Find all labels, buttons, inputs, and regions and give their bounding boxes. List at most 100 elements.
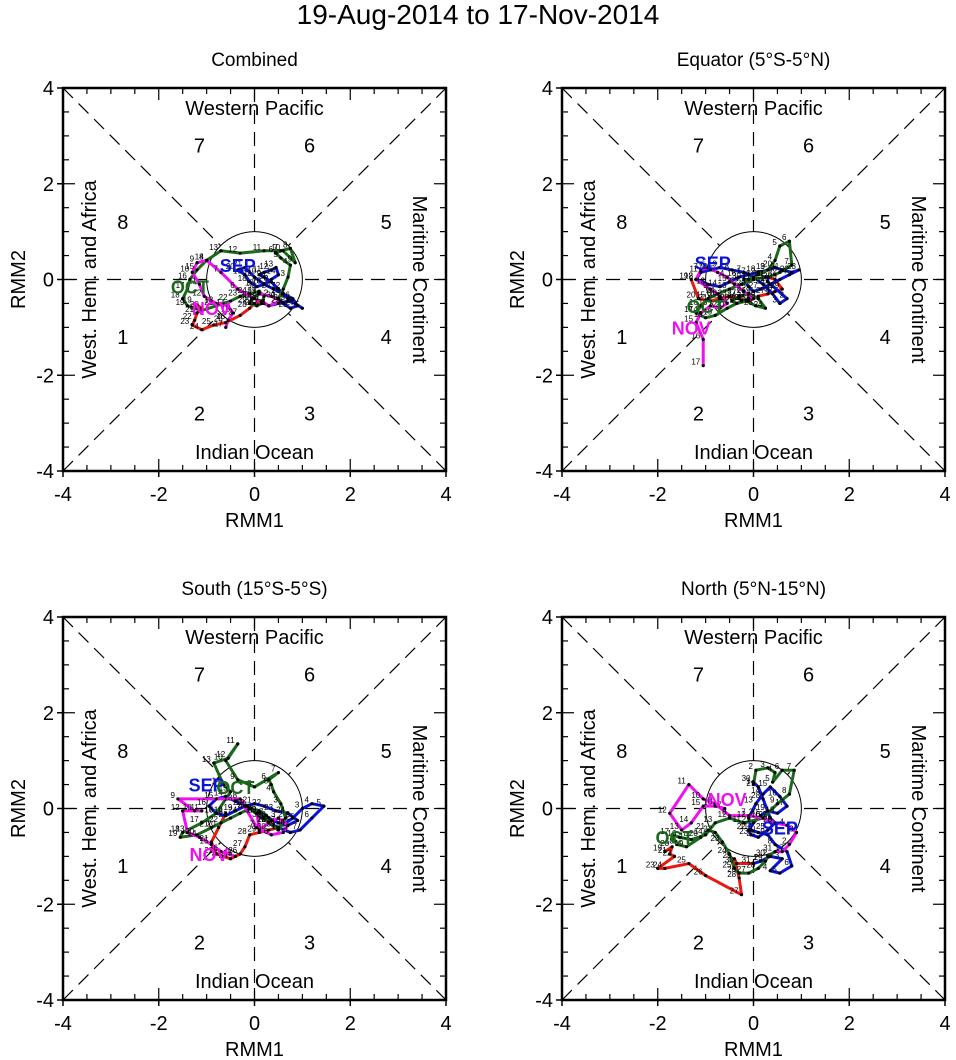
day-point bbox=[747, 814, 751, 818]
day-point bbox=[279, 299, 283, 303]
day-label: 26 bbox=[727, 865, 736, 874]
day-label: 14 bbox=[211, 777, 220, 786]
day-label: 15 bbox=[718, 274, 727, 283]
day-label: 29 bbox=[257, 815, 266, 824]
day-label: 1 bbox=[271, 820, 276, 829]
day-label: 12 bbox=[684, 272, 693, 281]
x-tick-label: 4 bbox=[939, 1013, 950, 1035]
day-point bbox=[228, 857, 233, 861]
panel-title: North (5°N-15°N) bbox=[681, 579, 826, 600]
day-point bbox=[787, 239, 792, 243]
day-point bbox=[727, 280, 732, 284]
x-tick-label: -2 bbox=[649, 484, 667, 506]
phase-number-6: 6 bbox=[803, 135, 814, 157]
day-point bbox=[773, 265, 777, 270]
day-point bbox=[747, 285, 751, 289]
day-label: 10 bbox=[754, 269, 763, 278]
day-point bbox=[219, 821, 223, 825]
day-point bbox=[720, 840, 724, 844]
day-point bbox=[727, 294, 732, 298]
phase-number-3: 3 bbox=[803, 404, 814, 426]
day-label: 16 bbox=[768, 789, 777, 798]
day-label: 15 bbox=[200, 836, 209, 845]
day-point bbox=[262, 816, 266, 820]
day-point bbox=[293, 301, 297, 306]
day-point bbox=[766, 275, 770, 279]
day-point bbox=[766, 809, 770, 813]
day-point bbox=[197, 282, 202, 286]
day-point bbox=[727, 814, 732, 818]
day-label: 10 bbox=[247, 267, 256, 276]
day-label: 1 bbox=[252, 286, 257, 295]
y-tick-label: -2 bbox=[36, 365, 54, 387]
day-label: 5 bbox=[765, 774, 770, 783]
day-point bbox=[744, 299, 748, 303]
day-point bbox=[181, 830, 185, 835]
day-point bbox=[778, 277, 782, 282]
day-point bbox=[257, 830, 261, 835]
day-label: 9 bbox=[190, 255, 195, 264]
day-label: 17 bbox=[775, 798, 784, 807]
y-tick-label: -2 bbox=[535, 894, 553, 916]
day-point bbox=[794, 830, 799, 835]
day-label: 29 bbox=[725, 295, 734, 304]
day-label: 16 bbox=[197, 798, 206, 807]
day-point bbox=[295, 818, 300, 823]
day-point bbox=[751, 297, 756, 301]
day-label: 30 bbox=[725, 856, 734, 865]
day-label: 21 bbox=[699, 293, 708, 302]
day-point bbox=[300, 306, 304, 310]
day-point bbox=[747, 828, 751, 832]
day-label: 25 bbox=[722, 860, 731, 869]
day-label: 22 bbox=[737, 822, 746, 831]
day-label: 26 bbox=[276, 817, 285, 826]
day-label: 15 bbox=[758, 779, 767, 788]
day-point bbox=[766, 833, 770, 837]
day-label: 5 bbox=[276, 824, 281, 833]
day-label: 17 bbox=[660, 827, 669, 836]
day-label: 28 bbox=[238, 300, 247, 309]
day-label: 14 bbox=[188, 829, 197, 838]
day-point bbox=[200, 821, 204, 825]
day-point bbox=[248, 292, 252, 296]
day-point bbox=[248, 833, 252, 837]
day-label: 12 bbox=[228, 245, 237, 254]
x-axis-label: RMM1 bbox=[225, 1039, 284, 1060]
day-point bbox=[763, 275, 768, 279]
day-label: 21 bbox=[658, 846, 667, 855]
day-point bbox=[205, 258, 209, 262]
day-label: 1 bbox=[261, 298, 266, 307]
phase-number-4: 4 bbox=[381, 327, 392, 349]
trajectories: 1920212223242526272829303112345678910111… bbox=[646, 760, 799, 897]
day-point bbox=[236, 778, 240, 782]
day-label: 1 bbox=[760, 274, 765, 283]
day-point bbox=[785, 297, 789, 301]
day-point bbox=[751, 275, 756, 279]
day-point bbox=[281, 287, 285, 291]
day-label: 15 bbox=[185, 262, 194, 271]
day-label: 18 bbox=[694, 310, 703, 319]
y-axis-label: RMM2 bbox=[8, 250, 30, 309]
day-point bbox=[281, 830, 285, 835]
day-point bbox=[195, 261, 199, 265]
day-point bbox=[200, 306, 204, 310]
day-label: 11 bbox=[742, 272, 751, 281]
day-label: 11 bbox=[716, 295, 725, 304]
day-point bbox=[766, 292, 770, 296]
day-point bbox=[236, 268, 240, 272]
day-point bbox=[775, 811, 780, 815]
day-point bbox=[749, 833, 753, 837]
day-point bbox=[248, 301, 252, 306]
day-point bbox=[255, 811, 259, 815]
day-label: 2 bbox=[782, 836, 787, 845]
day-point bbox=[761, 797, 765, 801]
day-label: 13 bbox=[264, 260, 273, 269]
day-point bbox=[207, 804, 211, 808]
day-point bbox=[742, 289, 746, 294]
day-point bbox=[252, 301, 257, 306]
day-label: 14 bbox=[708, 279, 717, 288]
day-point bbox=[276, 301, 281, 306]
day-point bbox=[248, 806, 252, 811]
day-label: 2 bbox=[264, 288, 269, 297]
day-label: 17 bbox=[691, 358, 700, 367]
